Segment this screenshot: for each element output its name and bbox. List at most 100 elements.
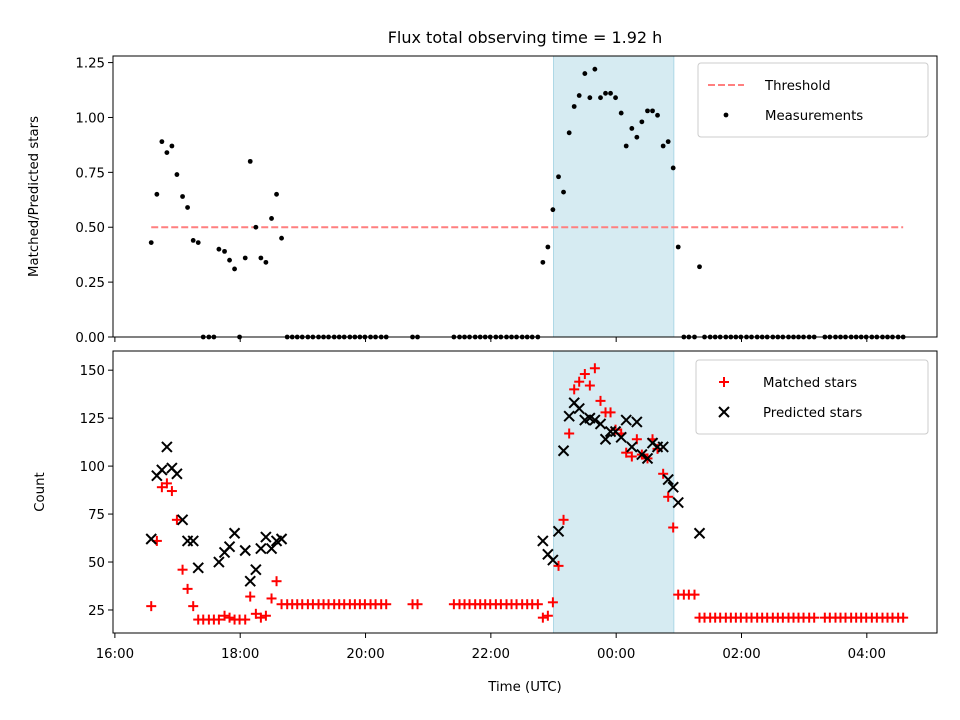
x-tick-label: 18:00 xyxy=(221,647,259,662)
matched-star-point xyxy=(809,612,820,623)
measurement-point xyxy=(655,112,660,118)
bottom-y-axis-label: Count xyxy=(33,472,48,512)
x-tick-label: 22:00 xyxy=(472,647,510,662)
matched-star-point xyxy=(547,597,558,608)
matched-star-point xyxy=(166,486,177,497)
matched-star-point xyxy=(412,599,423,610)
predicted-star-point xyxy=(657,441,669,453)
measurement-point xyxy=(603,90,608,96)
cross-marker-b xyxy=(213,556,225,568)
cross-marker-b xyxy=(228,527,241,539)
measurement-point xyxy=(222,248,227,254)
measurement-point xyxy=(164,150,170,155)
figure-title: Flux total observing time = 1.92 h xyxy=(388,28,663,47)
matched-star-point xyxy=(250,608,261,619)
cross-marker-b xyxy=(161,441,173,453)
shaded-span xyxy=(553,350,675,634)
measurement-point xyxy=(195,240,201,246)
measurement-point xyxy=(613,95,618,101)
matched-star-point xyxy=(255,612,266,623)
cross-marker-b xyxy=(192,562,204,574)
matched-star-point xyxy=(668,522,679,533)
matched-star-point xyxy=(219,610,230,621)
measurement-point xyxy=(592,66,598,72)
matched-star-point xyxy=(171,514,182,525)
legend-box xyxy=(697,62,929,138)
legend-item-predicted-stars: Predicted stars xyxy=(718,406,862,421)
legend-label: Measurements xyxy=(765,109,863,124)
measurement-point xyxy=(269,216,274,221)
predicted-star-point xyxy=(239,544,251,557)
predicted-star-point xyxy=(631,416,643,428)
predicted-star-point xyxy=(589,414,601,426)
cross-marker-b xyxy=(244,575,256,587)
matched-star-point xyxy=(542,610,553,621)
top-shaded-span xyxy=(553,55,675,338)
measurement-point xyxy=(216,246,222,252)
cross-marker-b xyxy=(250,563,262,576)
cross-marker-b xyxy=(620,414,632,426)
matched-star-point xyxy=(271,576,282,587)
cross-marker-b xyxy=(594,418,607,430)
cross-marker-b xyxy=(239,544,251,557)
matched-star-point xyxy=(574,376,585,387)
cross-marker-b xyxy=(255,542,267,555)
cross-marker-b xyxy=(636,448,648,461)
top-panel: 0.00 0.25 0.50 0.75 1.00 1.25 Matched/Predict… xyxy=(27,55,938,346)
measurement-point xyxy=(639,119,645,125)
predicted-star-point xyxy=(213,556,225,568)
y-tick-label: 50 xyxy=(88,556,105,571)
cross-marker-b xyxy=(589,414,601,426)
matched-star-point xyxy=(579,369,590,380)
measurement-point xyxy=(645,108,650,114)
matched-star-point xyxy=(188,601,199,612)
cross-marker-b xyxy=(563,410,575,422)
matched-star-point xyxy=(532,599,543,610)
measurement-point xyxy=(571,104,577,109)
measurement-point xyxy=(650,108,655,114)
measurement-point xyxy=(279,235,284,241)
matched-star-point xyxy=(658,468,669,479)
y-tick-label: 150 xyxy=(80,364,105,379)
y-tick-label: 0.25 xyxy=(75,276,105,291)
legend-box xyxy=(695,359,929,435)
measurement-point xyxy=(232,266,237,272)
measurement-point xyxy=(545,244,551,250)
cross-marker-b xyxy=(552,525,565,538)
measurement-point xyxy=(660,143,666,149)
matched-star-point xyxy=(266,593,277,604)
y-tick-label: 25 xyxy=(88,604,105,619)
bottom-axes-frame xyxy=(112,350,938,634)
matched-star-point xyxy=(558,514,569,525)
predicted-stars-series xyxy=(145,397,706,587)
predicted-star-point xyxy=(255,542,267,555)
legend-item-threshold: Threshold xyxy=(708,79,831,94)
measurement-point xyxy=(566,130,572,136)
predicted-star-point xyxy=(187,535,199,547)
measurement-point xyxy=(598,95,603,101)
predicted-star-point xyxy=(161,441,173,453)
matched-star-point xyxy=(584,380,595,391)
predicted-star-point xyxy=(244,575,256,587)
measurement-point xyxy=(697,264,702,270)
measurement-point xyxy=(629,126,635,131)
measurement-point xyxy=(258,255,264,261)
y-tick-label: 125 xyxy=(80,412,105,427)
cross-marker-b xyxy=(667,481,679,493)
y-tick-label: 0.50 xyxy=(75,221,105,236)
matched-star-point xyxy=(240,614,251,625)
measurement-point xyxy=(154,191,160,197)
cross-marker-b xyxy=(568,397,580,409)
x-tick-label: 20:00 xyxy=(346,647,384,662)
matched-star-point xyxy=(621,447,632,458)
matched-star-point xyxy=(569,384,580,395)
matched-star-point xyxy=(260,610,271,621)
matched-star-point xyxy=(161,478,172,489)
matched-star-point xyxy=(146,601,157,612)
cross-marker-b xyxy=(275,533,288,545)
predicted-star-point xyxy=(552,525,565,538)
measurement-point xyxy=(623,143,629,149)
measurement-point xyxy=(148,240,154,246)
x-tick-label: 00:00 xyxy=(597,647,635,662)
